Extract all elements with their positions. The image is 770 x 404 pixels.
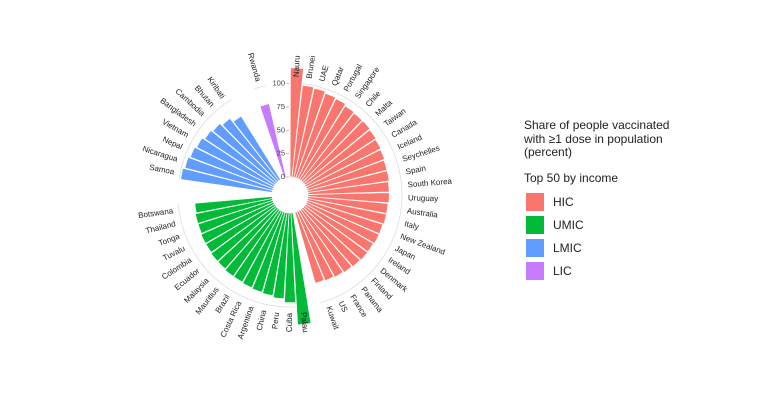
- bar: [233, 209, 282, 283]
- bar: [194, 196, 273, 214]
- bars: [180, 67, 390, 326]
- bar: [224, 208, 281, 277]
- bar: [307, 170, 390, 193]
- bar: [306, 198, 387, 225]
- legend-label: HIC: [553, 195, 574, 209]
- legend-key: [526, 193, 544, 211]
- bar: [180, 167, 273, 193]
- bar: [195, 198, 274, 224]
- category-label: UAE: [317, 64, 330, 82]
- bar: [306, 159, 388, 191]
- bar: [301, 206, 361, 268]
- bar: [300, 112, 363, 183]
- legend-key: [526, 216, 544, 234]
- bar: [302, 120, 371, 184]
- bar: [212, 123, 278, 184]
- bar: [299, 105, 355, 182]
- category-label: Brunei: [305, 55, 318, 80]
- bar: [306, 200, 384, 235]
- y-tick-label: 75: [277, 102, 285, 111]
- y-tick-label: 50: [277, 125, 285, 134]
- legend-title: Share of people vaccinated: [524, 118, 669, 132]
- bar: [304, 203, 374, 253]
- category-label: Italy: [403, 219, 419, 231]
- category-label: Cuba: [285, 312, 294, 332]
- bar: [259, 103, 287, 179]
- group-arcs: [177, 82, 403, 308]
- bar: [297, 98, 346, 181]
- legend-title: with ≥1 dose in population: [523, 132, 663, 146]
- bar: [221, 118, 280, 183]
- bar: [305, 201, 380, 244]
- center-hole: [273, 178, 307, 212]
- legend-key: [526, 239, 544, 257]
- bar: [284, 212, 296, 303]
- category-label: US: [337, 300, 350, 314]
- bar: [189, 146, 275, 190]
- bar: [302, 205, 368, 261]
- category-label: Nauru: [292, 55, 302, 77]
- legend-key: [526, 262, 544, 280]
- bar: [299, 208, 353, 273]
- bar: [294, 211, 325, 284]
- bar: [293, 87, 326, 179]
- bar: [232, 115, 281, 182]
- bar: [290, 212, 312, 326]
- category-label: South Korea: [407, 177, 453, 190]
- legend-label: LIC: [553, 264, 572, 278]
- category-label: Rwanda: [246, 52, 263, 83]
- category-label: China: [255, 309, 268, 332]
- category-label: Nepal: [161, 135, 184, 152]
- bar: [272, 212, 290, 300]
- bar: [184, 156, 274, 191]
- bar: [304, 139, 382, 188]
- category-label: Palau: [299, 312, 310, 333]
- bar: [298, 209, 344, 278]
- bar: [262, 211, 288, 296]
- bar: [291, 84, 315, 178]
- category-label: Kuwait: [324, 305, 341, 331]
- bar: [242, 210, 284, 289]
- category-label: Samoa: [149, 163, 176, 177]
- legend-label: LMIC: [553, 241, 582, 255]
- bar: [296, 210, 335, 282]
- bar: [307, 181, 390, 195]
- category-label: Peru: [270, 312, 281, 330]
- legend-subtitle: Top 50 by income: [524, 171, 618, 185]
- legend-title: (percent): [524, 145, 572, 159]
- category-label: Spain: [405, 164, 427, 177]
- bar: [200, 201, 275, 244]
- bar: [289, 67, 304, 178]
- bar: [196, 137, 276, 188]
- bar: [210, 205, 278, 262]
- y-tick-label: 0: [281, 172, 285, 181]
- category-label: Uruguay: [408, 193, 438, 203]
- bar: [295, 92, 336, 180]
- bar: [305, 149, 385, 190]
- category-label: Australia: [406, 206, 439, 219]
- bar: [307, 192, 390, 204]
- legend-label: UMIC: [553, 218, 584, 232]
- group-arc: [178, 99, 232, 180]
- bar: [204, 130, 277, 186]
- group-arc: [289, 82, 403, 304]
- bar: [217, 206, 279, 270]
- group-arc: [253, 85, 266, 90]
- y-tick-label: 100: [272, 79, 285, 88]
- bar: [303, 129, 377, 186]
- category-label: Botswana: [138, 206, 175, 220]
- bar: [205, 203, 276, 253]
- bar: [197, 200, 274, 234]
- group-arc: [177, 204, 309, 308]
- y-tick-label: 25: [277, 149, 285, 158]
- bar: [251, 211, 286, 293]
- bar: [307, 196, 389, 214]
